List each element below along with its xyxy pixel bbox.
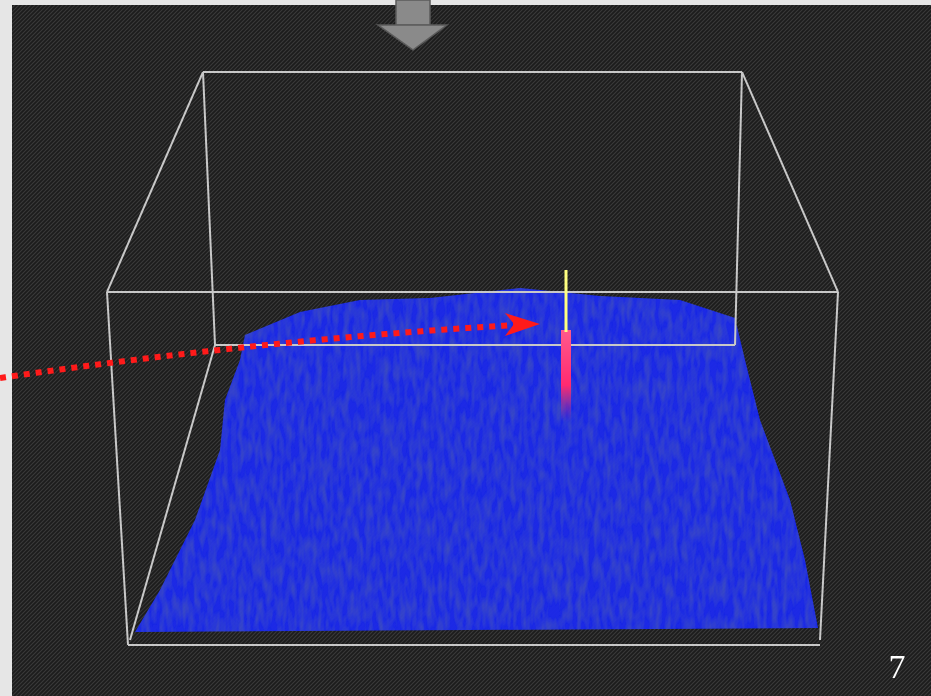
signal-streak: [561, 330, 571, 422]
page: 7 (() => { const data = JSON.parse(docum…: [0, 0, 931, 696]
slide-number: 7: [889, 649, 906, 686]
screenshot: 7: [0, 0, 931, 696]
